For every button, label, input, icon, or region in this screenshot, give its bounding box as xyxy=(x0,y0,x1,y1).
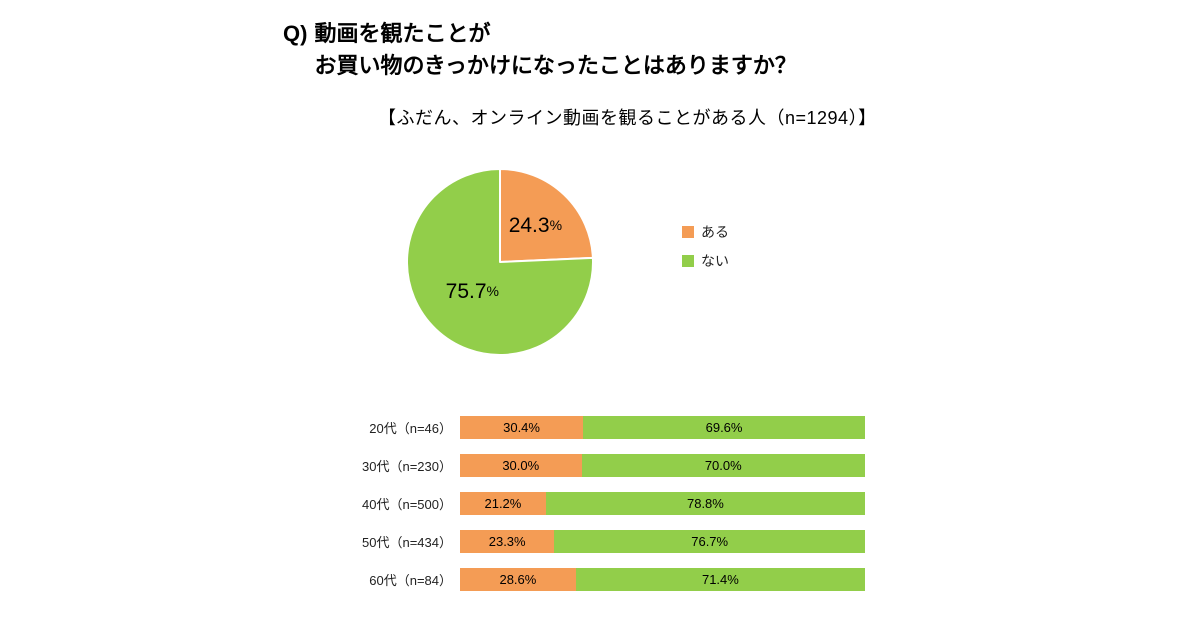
bar-track: 21.2% 78.8% xyxy=(460,492,865,515)
bar-category-label: 20代（n=46） xyxy=(369,421,452,436)
bar-category-label: 30代（n=230） xyxy=(362,459,452,474)
legend-item-nai: ない xyxy=(682,251,729,271)
bar-segment-ない: 76.7% xyxy=(554,530,865,553)
question-line1: 動画を観たことが xyxy=(314,21,491,46)
legend-label: ない xyxy=(701,253,729,269)
pie-slice-label: 75.7% xyxy=(446,279,499,302)
pie-chart-container: 24.3% 75.7% xyxy=(403,165,597,359)
bar-segment-ない: 69.6% xyxy=(583,416,865,439)
legend-item-aru: ある xyxy=(682,222,729,242)
legend-swatch xyxy=(682,226,694,238)
legend-label: ある xyxy=(701,224,729,240)
bar-segment-ある: 28.6% xyxy=(460,568,576,591)
pie-slice-label: 24.3% xyxy=(509,214,562,237)
bar-segment-ある: 30.4% xyxy=(460,416,584,439)
bar-row: 50代（n=434） 23.3% 76.7% xyxy=(272,530,865,553)
bar-segment-ある: 21.2% xyxy=(460,492,546,515)
bar-row: 30代（n=230） 30.0% 70.0% xyxy=(272,454,865,477)
bar-category-label: 60代（n=84） xyxy=(369,573,452,588)
bar-row: 20代（n=46） 30.4% 69.6% xyxy=(272,416,865,439)
bar-row: 60代（n=84） 28.6% 71.4% xyxy=(272,568,865,591)
question-prefix: Q) xyxy=(283,21,308,46)
bar-segment-ない: 71.4% xyxy=(575,568,865,591)
pie-slice-ない xyxy=(406,168,594,356)
question-title: Q) 動画を観たことが お買い物のきっかけになったことはありますか？ xyxy=(283,18,797,82)
chart-subtitle: 【ふだん、オンライン動画を観ることがある人（n=1294）】 xyxy=(378,108,877,128)
question-text: 動画を観たことが お買い物のきっかけになったことはありますか？ xyxy=(314,18,796,82)
bar-row: 40代（n=500） 21.2% 78.8% xyxy=(272,492,865,515)
bar-track: 30.0% 70.0% xyxy=(460,454,865,477)
bar-track: 23.3% 76.7% xyxy=(460,530,865,553)
bar-segment-ない: 78.8% xyxy=(545,492,865,515)
legend: ある ない xyxy=(682,222,729,280)
bar-segment-ない: 70.0% xyxy=(581,454,865,477)
pie-chart: 24.3% 75.7% xyxy=(406,168,594,356)
bar-segment-ある: 30.0% xyxy=(460,454,582,477)
pie-slice-ある xyxy=(499,168,594,263)
bar-category-label: 50代（n=434） xyxy=(362,535,452,550)
bar-category-label: 40代（n=500） xyxy=(362,497,452,512)
question-line2: お買い物のきっかけになったことはありますか？ xyxy=(314,52,797,78)
bar-track: 28.6% 71.4% xyxy=(460,568,865,591)
bar-chart-rows: 20代（n=46） 30.4% 69.6% 30代（n=230） 30.0% 70.0% 4… xyxy=(272,416,865,606)
bar-segment-ある: 23.3% xyxy=(460,530,555,553)
bar-track: 30.4% 69.6% xyxy=(460,416,865,439)
legend-swatch xyxy=(682,255,694,267)
